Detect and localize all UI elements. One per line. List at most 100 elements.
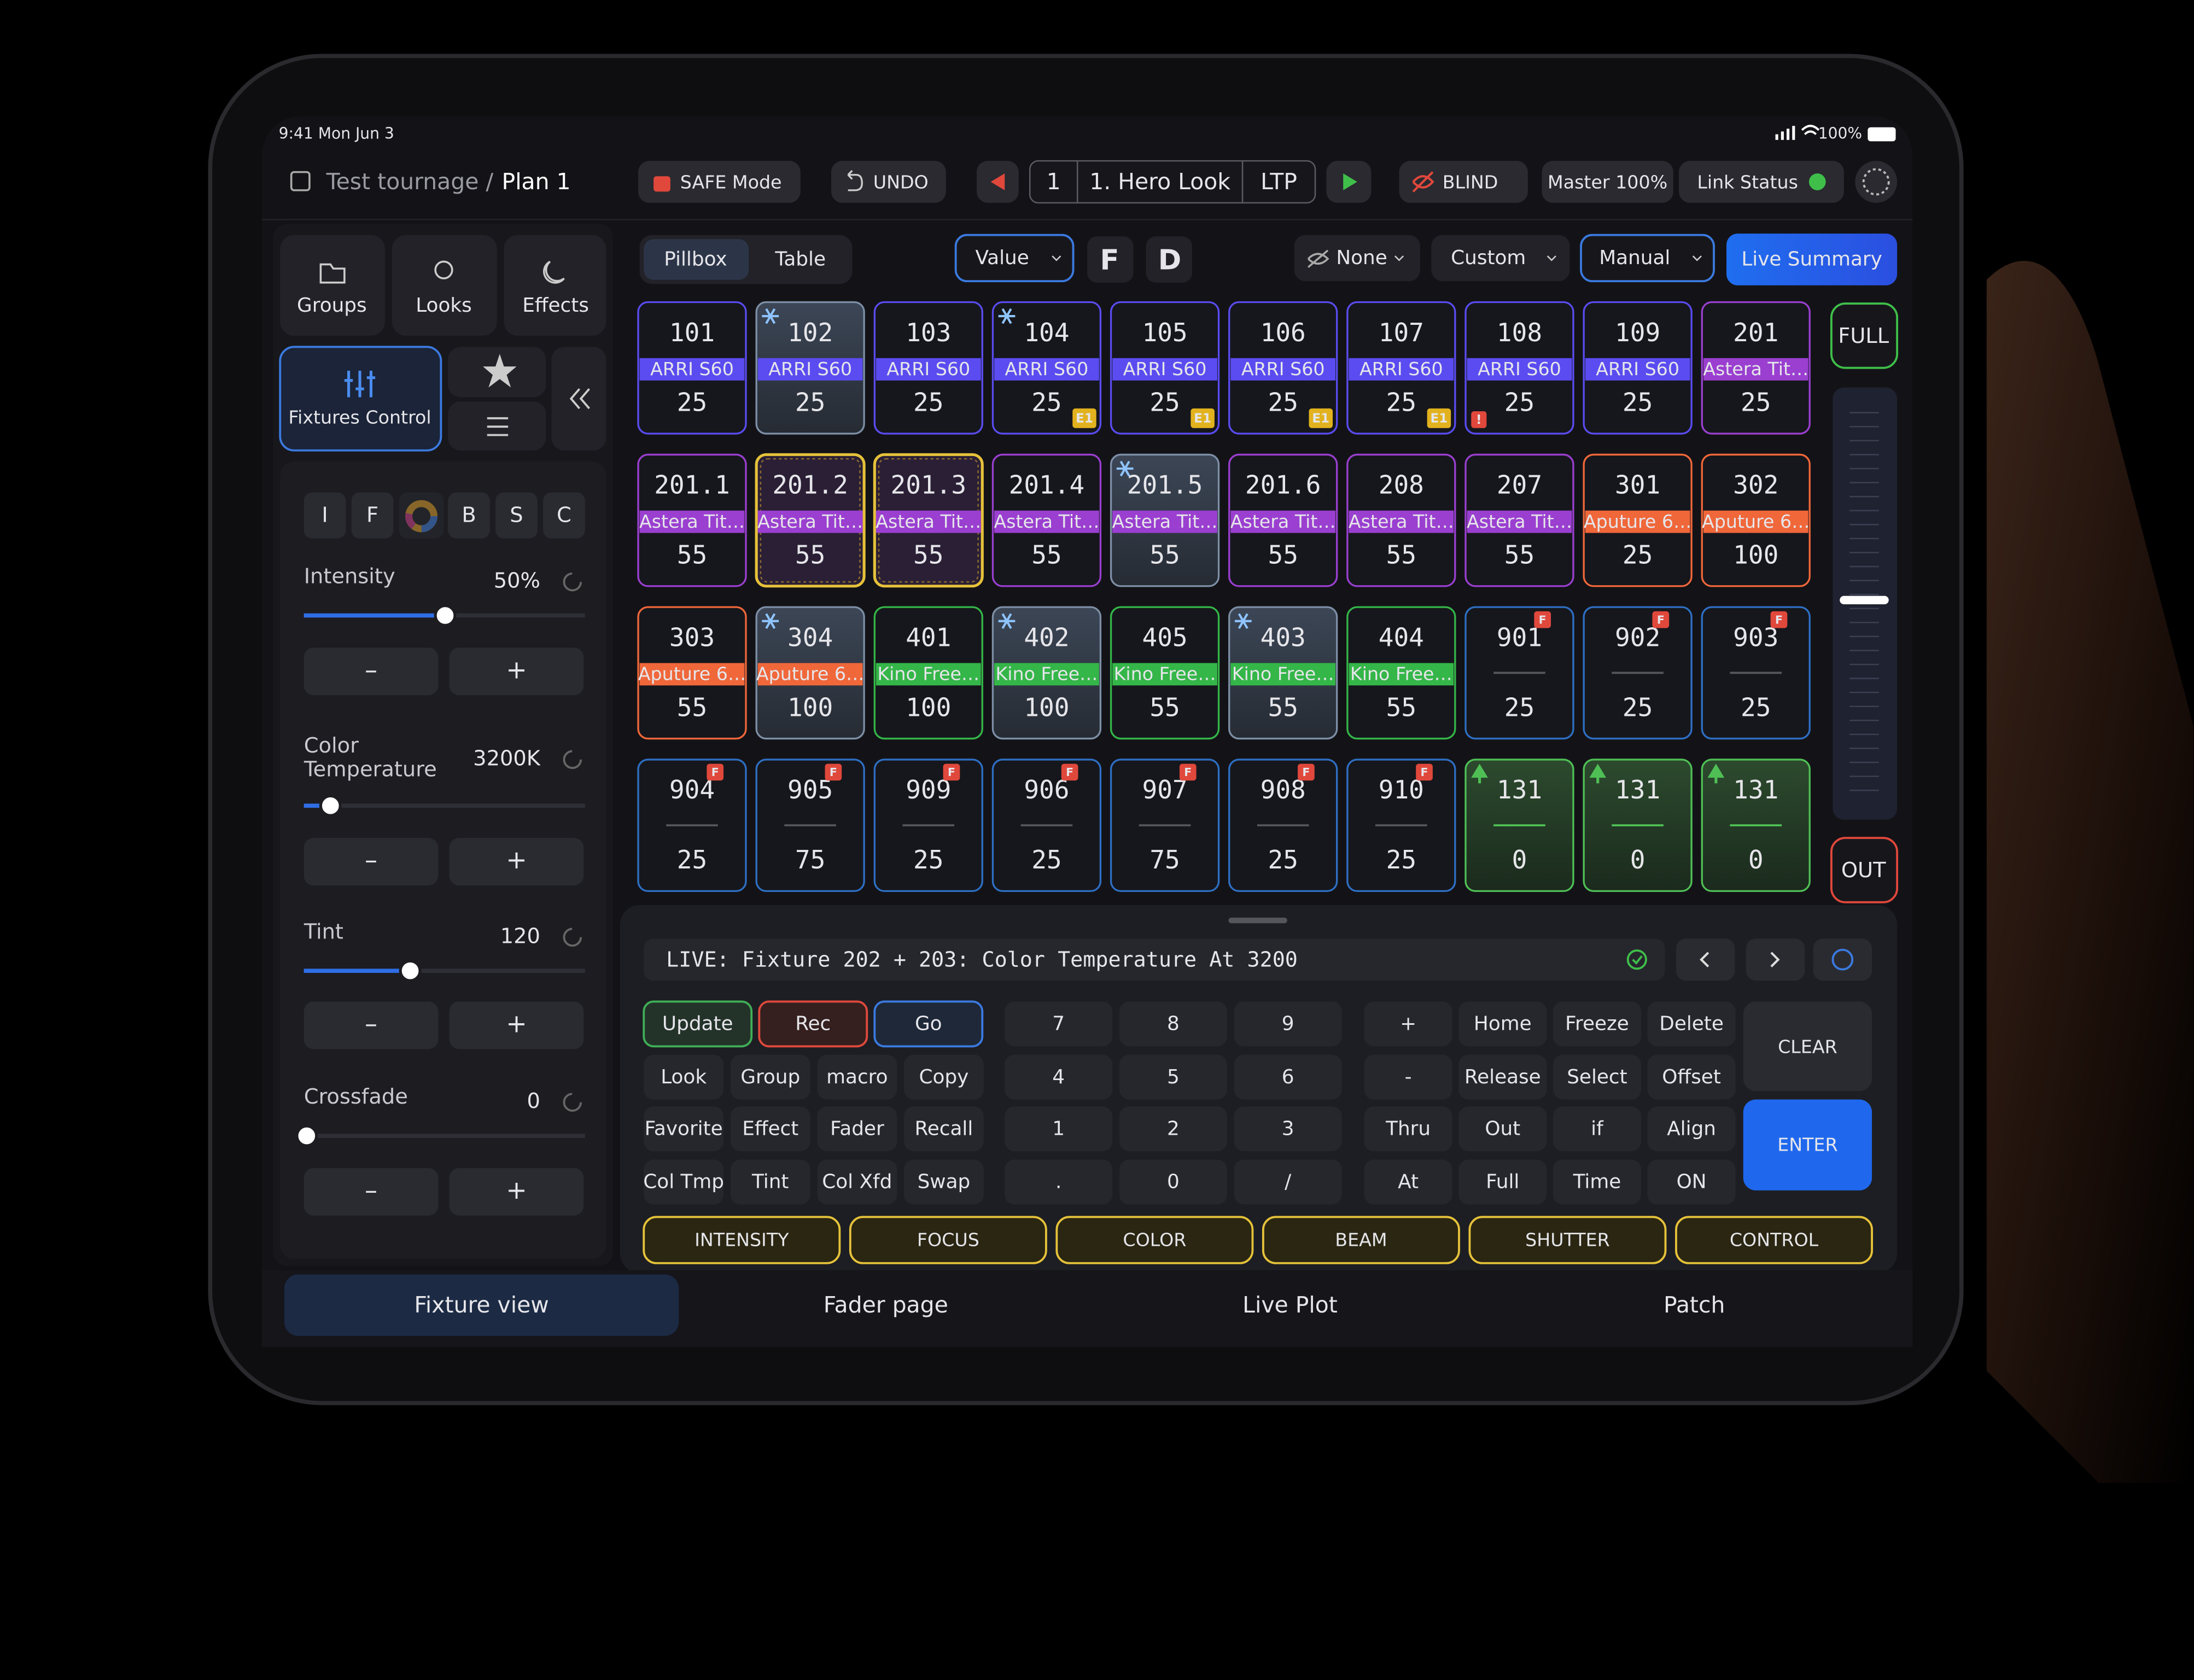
fixture-id[interactable]: 904 (669, 775, 715, 804)
number-key[interactable] (1005, 1159, 1113, 1205)
function-key[interactable] (758, 1000, 868, 1048)
operator-key-label[interactable]: - (1405, 1066, 1412, 1088)
live-summary-label[interactable]: Live Summary (1741, 248, 1882, 271)
fixture-id[interactable]: 208 (1379, 470, 1424, 500)
link-status-button[interactable] (1679, 161, 1844, 203)
value-dropdown[interactable] (954, 234, 1075, 283)
function-key[interactable] (817, 1106, 897, 1152)
attribute-button[interactable] (1055, 1216, 1254, 1264)
attribute-tab-label[interactable]: B (462, 503, 476, 527)
fixture-id[interactable]: 304 (787, 622, 833, 652)
fixture-id[interactable]: 131 (1497, 775, 1542, 804)
live-summary-button[interactable] (1726, 234, 1898, 285)
info-button[interactable] (1813, 938, 1872, 981)
fixture-id[interactable]: 201.5 (1127, 470, 1203, 500)
fixtures-control-tile[interactable] (279, 346, 442, 452)
attribute-tab[interactable] (543, 492, 585, 539)
increment-label[interactable]: + (506, 1175, 527, 1205)
fixture-id[interactable]: 201 (1733, 318, 1778, 347)
safe-mode-label[interactable]: SAFE Mode (680, 172, 782, 193)
fixture-id[interactable]: 201.6 (1245, 470, 1321, 500)
nav-tile[interactable] (392, 235, 497, 336)
function-key[interactable] (904, 1159, 984, 1205)
full-label[interactable]: FULL (1838, 324, 1889, 348)
decrement-label[interactable]: – (365, 655, 377, 684)
decrement-label[interactable]: – (365, 845, 377, 874)
next-button[interactable] (1746, 938, 1805, 981)
bottom-tab-label[interactable]: Fixture view (414, 1292, 548, 1318)
fixture-id[interactable]: 903 (1733, 622, 1778, 652)
fixture-id[interactable]: 902 (1615, 622, 1660, 652)
number-key[interactable] (1119, 1001, 1227, 1047)
enter-button[interactable] (1743, 1099, 1872, 1191)
attribute-button-label[interactable]: INTENSITY (695, 1229, 789, 1250)
function-key[interactable] (644, 1106, 724, 1152)
operator-key-label[interactable]: Time (1573, 1171, 1621, 1193)
clear-button[interactable] (1743, 1001, 1872, 1092)
flag-label[interactable]: F (1100, 244, 1119, 276)
function-key-label[interactable]: Group (740, 1066, 800, 1088)
fixture-id[interactable]: 403 (1261, 622, 1306, 652)
fixture-id[interactable]: 104 (1024, 318, 1069, 347)
number-key[interactable] (1234, 1001, 1342, 1047)
out-button[interactable] (1830, 837, 1899, 903)
decrement-label[interactable]: – (365, 1008, 377, 1038)
flag-label[interactable]: D (1158, 244, 1181, 276)
fixture-id[interactable]: 908 (1261, 775, 1306, 804)
operator-key-label[interactable]: Home (1474, 1013, 1532, 1035)
attribute-tab[interactable] (351, 492, 394, 539)
prev-button[interactable] (1676, 938, 1735, 981)
fixture-id[interactable]: 207 (1497, 470, 1542, 500)
function-key[interactable] (873, 1000, 984, 1048)
flag-button[interactable] (1087, 236, 1134, 283)
function-key[interactable] (817, 1054, 897, 1100)
reset-icon[interactable] (563, 928, 582, 947)
decrement-label[interactable]: – (365, 1175, 377, 1205)
fixture-id[interactable]: 107 (1379, 318, 1424, 347)
decrement-button[interactable] (304, 648, 439, 696)
fixture-id[interactable]: 901 (1497, 622, 1542, 652)
cue-number[interactable]: 1 (1047, 168, 1061, 195)
function-key[interactable] (904, 1054, 984, 1100)
fixture-id[interactable]: 302 (1733, 470, 1778, 500)
increment-button[interactable] (449, 1168, 584, 1216)
attribute-button-label[interactable]: BEAM (1335, 1229, 1387, 1250)
attribute-tab-label[interactable]: F (366, 503, 378, 527)
number-key-label[interactable]: 9 (1282, 1013, 1294, 1035)
operator-key-label[interactable]: if (1591, 1117, 1604, 1140)
nav-label[interactable]: Looks (416, 294, 472, 317)
fixture-id[interactable]: 109 (1615, 318, 1660, 347)
increment-button[interactable] (449, 1001, 584, 1049)
operator-key-label[interactable]: ON (1677, 1171, 1707, 1193)
function-key-label[interactable]: Go (915, 1013, 942, 1035)
number-key[interactable] (1005, 1106, 1113, 1152)
function-key-label[interactable]: Rec (795, 1013, 831, 1035)
number-key-label[interactable]: 6 (1282, 1066, 1294, 1088)
fixture-id[interactable]: 910 (1379, 775, 1424, 804)
operator-key[interactable] (1647, 1106, 1736, 1152)
operator-key[interactable] (1458, 1106, 1547, 1152)
nav-label[interactable]: Effects (522, 294, 589, 317)
operator-key[interactable] (1647, 1001, 1736, 1047)
number-key-label[interactable]: 0 (1167, 1171, 1180, 1193)
cue-name[interactable]: 1. Hero Look (1089, 168, 1230, 195)
function-key[interactable] (644, 1054, 724, 1100)
back-icon[interactable] (290, 171, 311, 191)
operator-key[interactable] (1364, 1001, 1452, 1047)
attribute-tab[interactable] (304, 492, 346, 539)
tab-selected[interactable] (284, 1274, 679, 1336)
collapse-tile[interactable] (551, 347, 606, 451)
operator-key[interactable] (1553, 1106, 1642, 1152)
operator-key[interactable] (1458, 1054, 1547, 1100)
slider-knob[interactable] (319, 794, 342, 817)
function-key[interactable] (643, 1000, 753, 1048)
decrement-button[interactable] (304, 1168, 439, 1216)
manual-label[interactable]: Manual (1599, 247, 1670, 269)
full-button[interactable] (1830, 302, 1899, 369)
number-key[interactable] (1234, 1106, 1342, 1152)
number-key-label[interactable]: 2 (1167, 1117, 1180, 1140)
custom-label[interactable]: Custom (1451, 247, 1526, 269)
function-key[interactable] (730, 1159, 810, 1205)
function-key[interactable] (730, 1106, 810, 1152)
fixture-id[interactable]: 201.3 (890, 470, 966, 500)
